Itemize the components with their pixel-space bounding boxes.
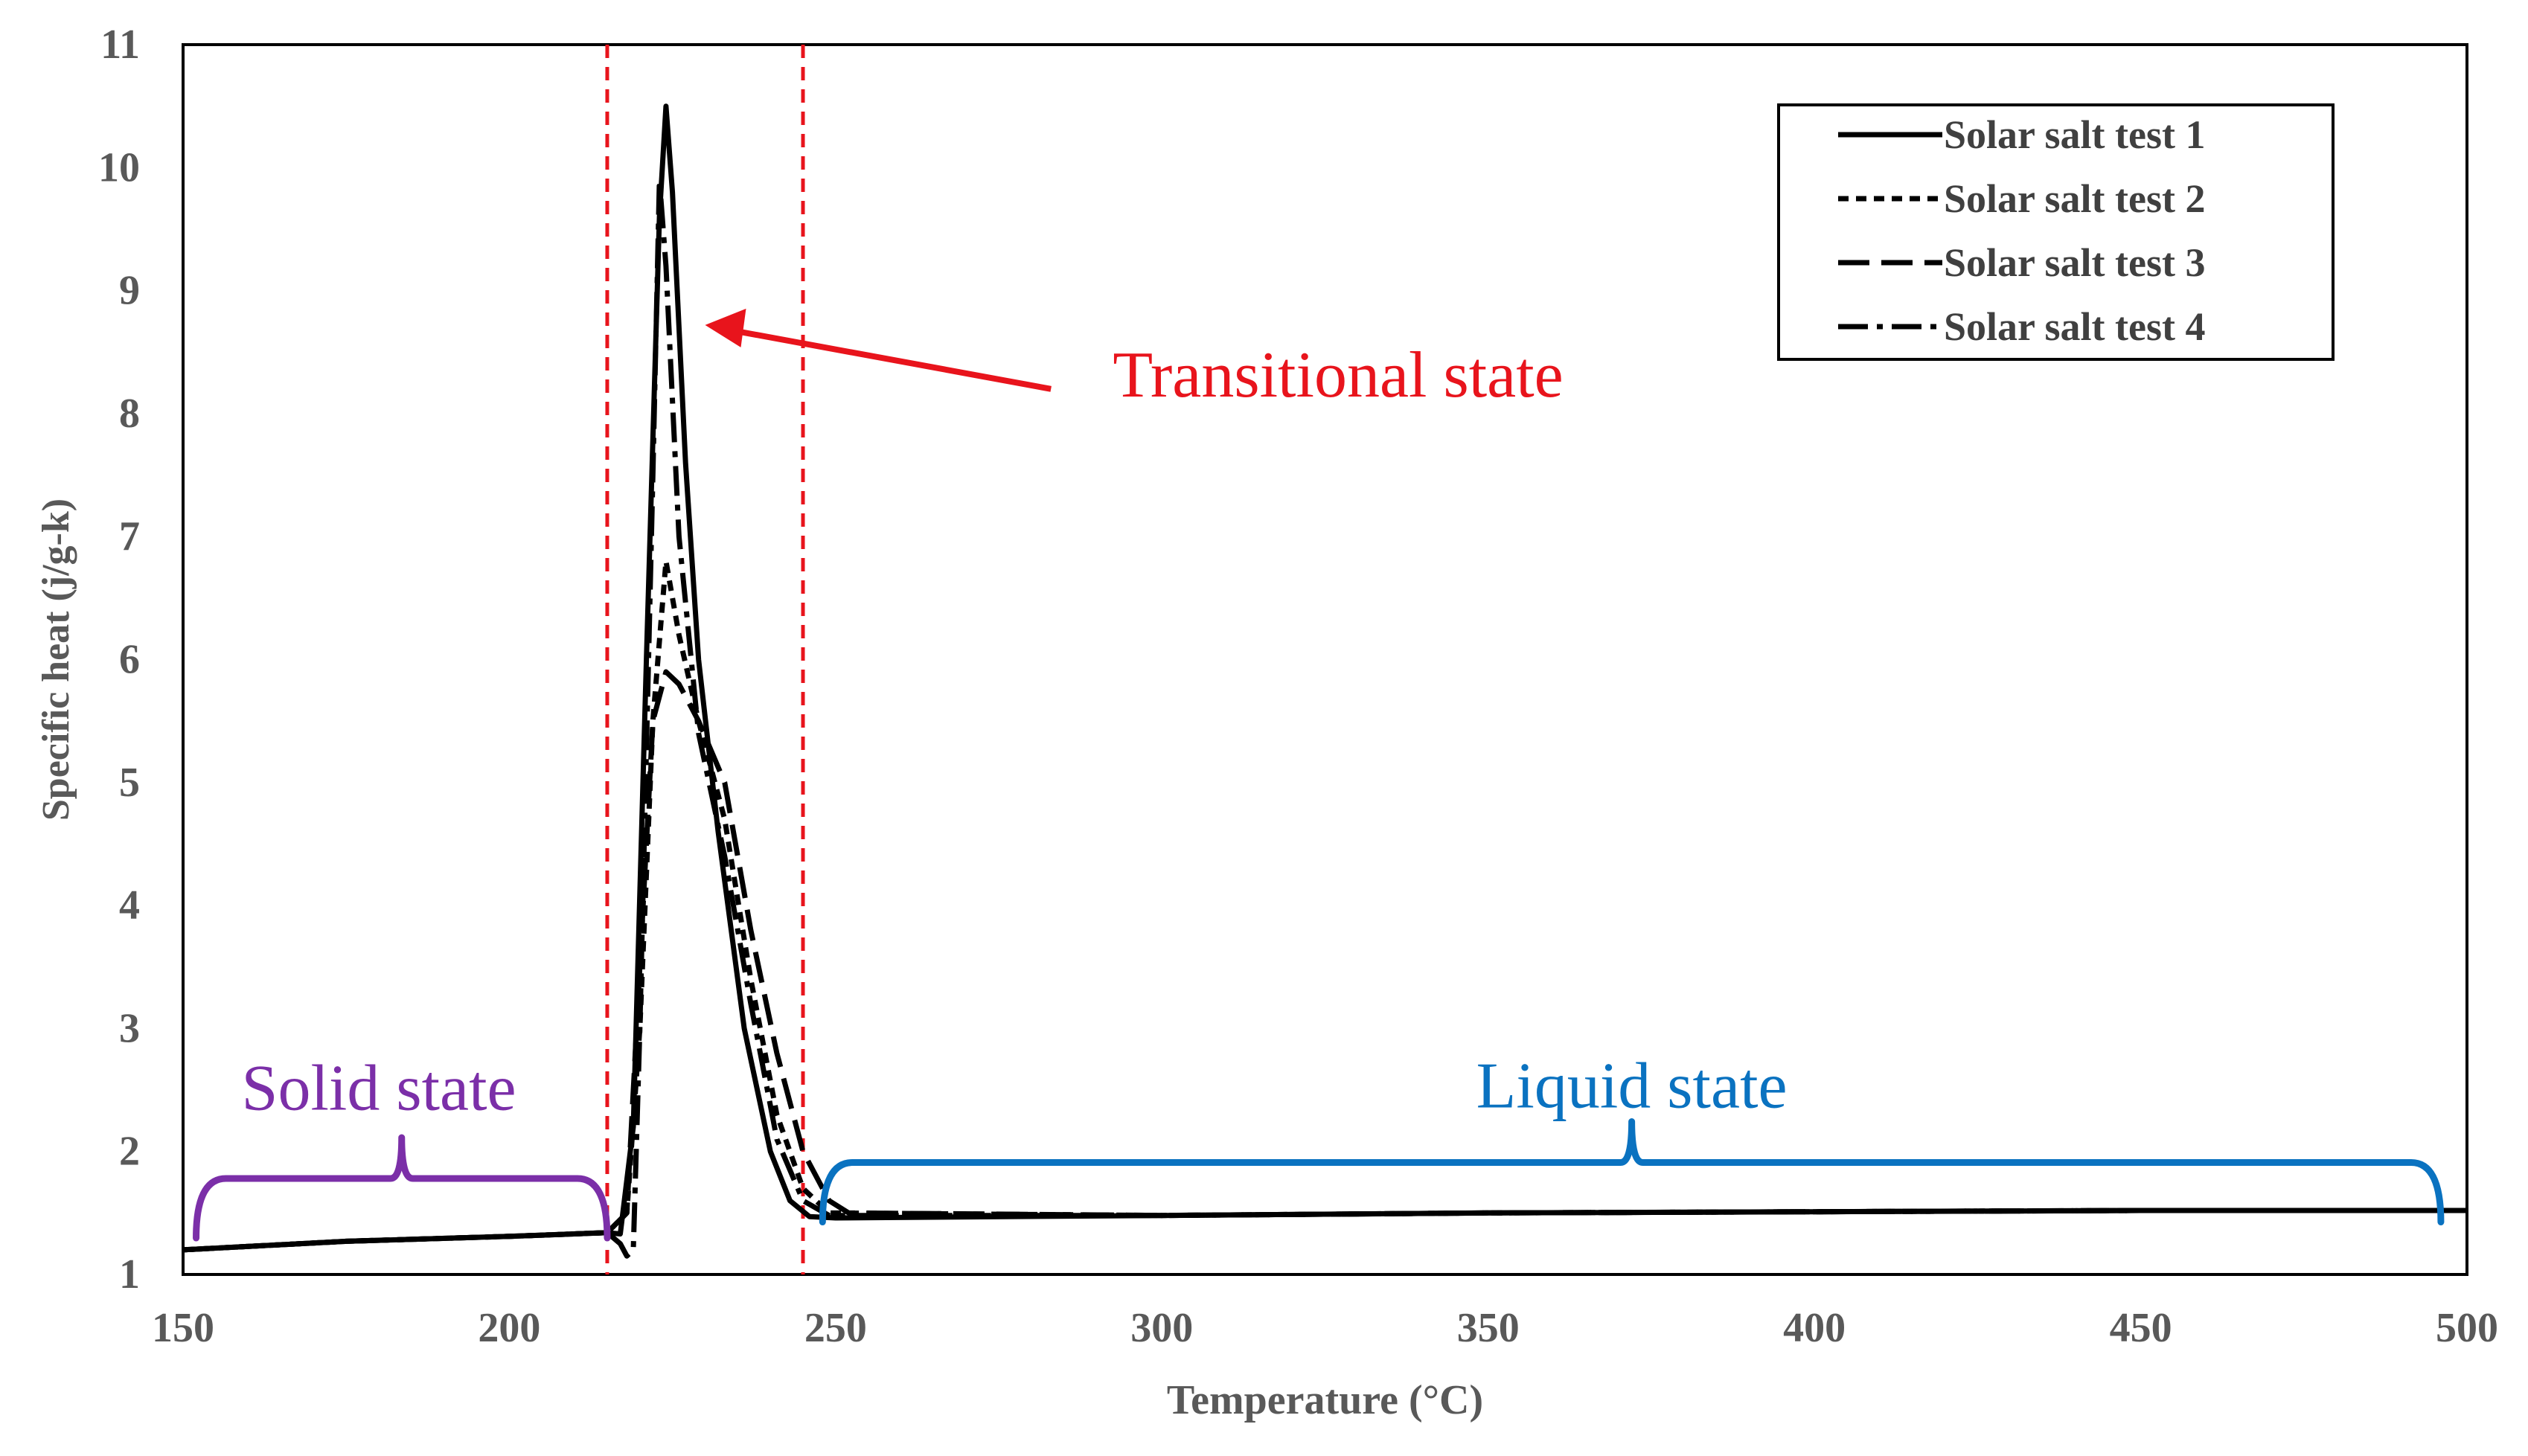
x-tick-label: 150 bbox=[152, 1305, 214, 1351]
solid-state-label: Solid state bbox=[242, 1053, 516, 1125]
legend-entry-label: Solar salt test 2 bbox=[1944, 176, 2205, 221]
solid-state-bracket bbox=[193, 1134, 611, 1242]
y-tick-label: 6 bbox=[119, 637, 140, 683]
series-line bbox=[182, 177, 2467, 1259]
y-tick-label: 10 bbox=[98, 144, 140, 190]
transitional-arrowhead bbox=[705, 308, 746, 347]
liquid-state-bracket bbox=[819, 1118, 2445, 1226]
series-line bbox=[182, 558, 2467, 1253]
x-tick-label: 500 bbox=[2436, 1305, 2498, 1351]
x-tick-label: 250 bbox=[804, 1305, 867, 1351]
series-line bbox=[182, 669, 2467, 1253]
legend-entry-label: Solar salt test 4 bbox=[1944, 304, 2205, 349]
x-axis-title: Temperature (°C) bbox=[1167, 1377, 1483, 1423]
x-tick-label: 400 bbox=[1783, 1305, 1846, 1351]
transitional-arrow bbox=[726, 326, 1052, 392]
legend-entry-label: Solar salt test 1 bbox=[1944, 112, 2205, 157]
y-tick-label: 3 bbox=[119, 1005, 140, 1051]
y-tick-label: 2 bbox=[119, 1129, 140, 1175]
legend-box bbox=[1777, 103, 2335, 361]
y-tick-label: 1 bbox=[119, 1251, 140, 1298]
y-tick-label: 9 bbox=[119, 268, 140, 314]
y-axis-title: Specific heat (j/g-k) bbox=[35, 498, 77, 821]
y-tick-label: 5 bbox=[119, 760, 140, 806]
y-tick-label: 7 bbox=[119, 513, 140, 559]
plot-area-frame bbox=[182, 43, 2468, 1276]
y-tick-label: 11 bbox=[100, 22, 140, 68]
y-tick-label: 4 bbox=[119, 882, 140, 929]
x-tick-label: 350 bbox=[1457, 1305, 1520, 1351]
transitional-state-label: Transitional state bbox=[1113, 339, 1563, 411]
x-tick-label: 300 bbox=[1130, 1305, 1193, 1351]
x-tick-label: 200 bbox=[478, 1305, 540, 1351]
legend-entry-label: Solar salt test 3 bbox=[1944, 240, 2205, 285]
liquid-state-label: Liquid state bbox=[1476, 1050, 1788, 1122]
x-tick-label: 450 bbox=[2110, 1305, 2172, 1351]
y-tick-label: 8 bbox=[119, 391, 140, 437]
